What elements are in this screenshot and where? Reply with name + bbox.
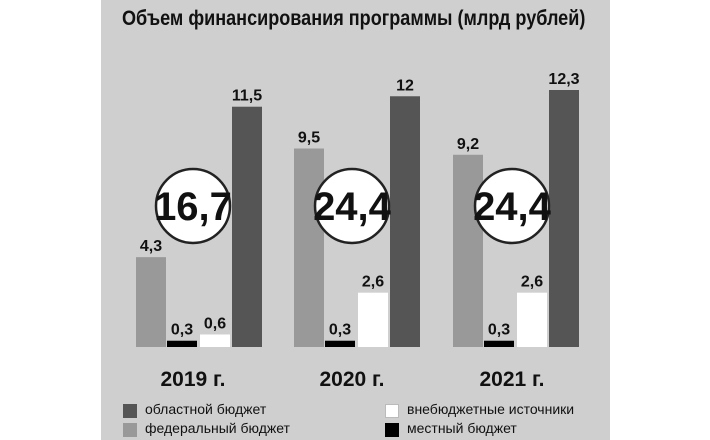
legend-swatch xyxy=(123,423,137,437)
category-label: 2020 г. xyxy=(319,368,384,391)
data-label: 12,3 xyxy=(548,71,579,88)
legend-label: областной бюджет xyxy=(145,401,267,417)
bar-0-1 xyxy=(294,148,324,347)
bar-3-0 xyxy=(232,106,262,347)
bar-2-2 xyxy=(517,292,547,347)
data-label: 2,6 xyxy=(362,274,384,291)
total-circle xyxy=(154,167,232,245)
legend-label: внебюджетные источники xyxy=(407,401,575,417)
data-label: 0,3 xyxy=(488,322,510,339)
data-label: 0,3 xyxy=(171,322,193,339)
legend-swatch xyxy=(385,404,399,418)
total-label: 24,4 xyxy=(313,185,392,229)
bar-1-0 xyxy=(167,340,197,347)
data-label: 0,6 xyxy=(204,315,226,332)
bar-0-0 xyxy=(136,257,166,347)
bar-3-1 xyxy=(390,96,420,347)
legend-label: федеральный бюджет xyxy=(145,420,290,436)
legend-swatch xyxy=(385,423,399,437)
legend-item-offbudget: внебюджетные источники xyxy=(385,401,605,421)
bar-1-2 xyxy=(484,340,514,347)
bar-0-2 xyxy=(453,154,483,347)
data-label: 2,6 xyxy=(521,274,543,291)
legend-label: местный бюджет xyxy=(407,420,517,436)
legend-swatch xyxy=(123,404,137,418)
total-circle xyxy=(473,167,551,245)
data-label: 12 xyxy=(396,77,414,94)
bar-2-0 xyxy=(200,334,230,347)
data-label: 9,5 xyxy=(298,130,320,147)
legend-item-local: местный бюджет xyxy=(385,420,605,440)
total-label: 24,4 xyxy=(473,185,552,229)
legend-item-federal: федеральный бюджет xyxy=(123,420,363,440)
data-label: 0,3 xyxy=(329,322,351,339)
category-label: 2019 г. xyxy=(160,368,225,391)
data-label: 11,5 xyxy=(232,88,262,105)
data-label: 9,2 xyxy=(457,136,479,153)
total-label: 16,7 xyxy=(154,185,232,229)
legend-item-oblast: областной бюджет xyxy=(123,401,363,421)
total-circle xyxy=(313,167,391,245)
chart-title: Объем финансирования программы (млрд руб… xyxy=(122,7,586,30)
data-label: 4,3 xyxy=(140,238,162,255)
bar-1-1 xyxy=(325,340,355,347)
bar-2-1 xyxy=(358,292,388,347)
category-label: 2021 г. xyxy=(479,368,544,391)
bar-3-2 xyxy=(549,90,579,347)
